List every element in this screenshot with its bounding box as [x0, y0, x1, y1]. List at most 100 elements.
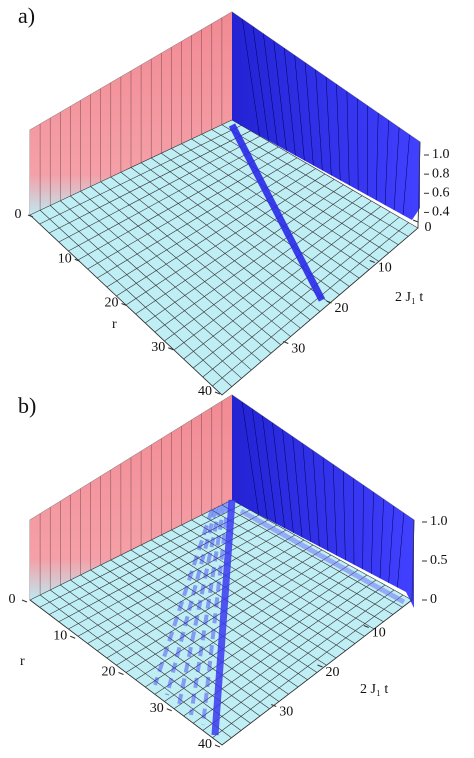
wall-line: [292, 436, 303, 538]
tick-mark: [168, 347, 174, 351]
floor-grid: [191, 519, 375, 630]
floor-grid: [154, 189, 354, 333]
tick-mark: [271, 704, 277, 707]
t-tick-label: 0: [425, 220, 432, 235]
wall-line: [388, 506, 395, 583]
wall-line: [384, 120, 389, 206]
panel: a) r 2 J₁ t 0 10 20 30 40 0 10 20 30 0.4 0.6 0.8 1.0: [15, 3, 450, 399]
blue-wall: [232, 395, 414, 608]
wall-line: [353, 478, 355, 565]
floor-grid: [161, 534, 346, 652]
wall-line: [273, 40, 287, 151]
floor-grid: [202, 216, 400, 378]
wall-line: [393, 127, 400, 211]
tick-mark: [21, 599, 28, 603]
tick-mark: [326, 300, 332, 304]
floor-grid: [191, 138, 379, 262]
floor-grid: [173, 200, 372, 351]
floor-grid: [154, 564, 350, 695]
floor-grid: [202, 589, 395, 731]
tick-mark: [412, 219, 419, 223]
wall-line: [315, 69, 323, 171]
z-tick-label: 0.6: [432, 186, 450, 201]
tick-mark: [27, 214, 34, 218]
z-tick-label: 0: [430, 592, 437, 607]
floor-grid: [173, 574, 368, 709]
ridge: [189, 503, 226, 716]
wall-line: [402, 134, 410, 216]
wall-line: [325, 76, 332, 176]
r-tick-label: 30: [150, 701, 164, 716]
r-tick-label: 0: [15, 207, 22, 222]
floor-grid: [212, 594, 404, 738]
tick-mark: [70, 635, 76, 639]
tick-mark: [214, 744, 221, 748]
z-tick-label: 1.0: [432, 147, 450, 162]
wall-line: [336, 84, 341, 181]
tick-mark: [317, 664, 323, 668]
r-tick-label: 20: [105, 296, 119, 311]
floor-grid: [181, 524, 365, 637]
wall-line: [304, 62, 314, 166]
wall-line: [283, 48, 296, 156]
floor-grid: [145, 559, 341, 688]
wall-line: [251, 408, 268, 520]
floor-grid: [193, 584, 386, 724]
t-tick-label: 30: [279, 705, 293, 720]
box-edge: [29, 214, 419, 396]
r-tick-label: 0: [9, 592, 16, 607]
wall-line: [322, 457, 329, 552]
t-tick-label: 20: [335, 301, 349, 316]
wall-line: [346, 91, 350, 186]
t-tick-label: 30: [291, 342, 305, 357]
wall-line: [342, 471, 346, 561]
z-tick-label: 0.8: [432, 166, 450, 181]
axis-label: 2 J₁ t: [395, 290, 423, 305]
floor-grid: [201, 133, 389, 254]
wall-line: [263, 33, 278, 146]
wall-line: [397, 513, 405, 588]
r-tick-label: 10: [53, 628, 67, 643]
ridge: [153, 509, 214, 686]
wall-line: [362, 485, 364, 570]
wall-line: [371, 492, 374, 574]
ridge: [228, 123, 326, 302]
floor-grid: [135, 179, 335, 315]
ridge: [239, 508, 406, 605]
floor-grid: [212, 222, 409, 387]
z-tick-label: 0.4: [432, 205, 450, 220]
wall-line: [357, 98, 359, 191]
tick-mark: [369, 260, 375, 263]
box-edge: [417, 141, 421, 229]
t-tick-label: 20: [326, 665, 340, 680]
r-tick-label: 30: [151, 340, 165, 355]
tick-mark: [283, 341, 289, 344]
blue-wall: [232, 12, 420, 220]
axis-label: 2 J₁ t: [360, 682, 388, 697]
tick-mark: [214, 391, 221, 395]
r-tick-label: 20: [102, 665, 116, 680]
panel: b) r 2 J₁ t 0 10 20 30 40 10 20 30 0 0.5 1.0: [9, 393, 448, 752]
r-tick-label: 40: [198, 737, 212, 752]
wall-line: [294, 55, 305, 161]
floor-grid: [171, 529, 356, 644]
wall-line: [262, 415, 277, 524]
tick-mark: [121, 303, 127, 306]
panel-label: a): [18, 3, 35, 28]
panel-label: b): [18, 393, 36, 418]
wall-line: [366, 105, 369, 196]
floor-grid: [211, 509, 394, 615]
box-edge: [411, 519, 415, 601]
t-tick-label: 10: [378, 261, 392, 276]
tick-mark: [74, 258, 80, 262]
axis-label: r: [112, 317, 117, 332]
wall-line: [242, 19, 260, 136]
floor-grid: [140, 162, 330, 304]
wall-line: [375, 113, 379, 201]
floor-grid: [145, 184, 344, 324]
axis-label: r: [20, 654, 25, 669]
tick-mark: [118, 672, 124, 675]
z-tick-label: 1.0: [430, 514, 448, 529]
r-tick-label: 40: [198, 384, 212, 399]
